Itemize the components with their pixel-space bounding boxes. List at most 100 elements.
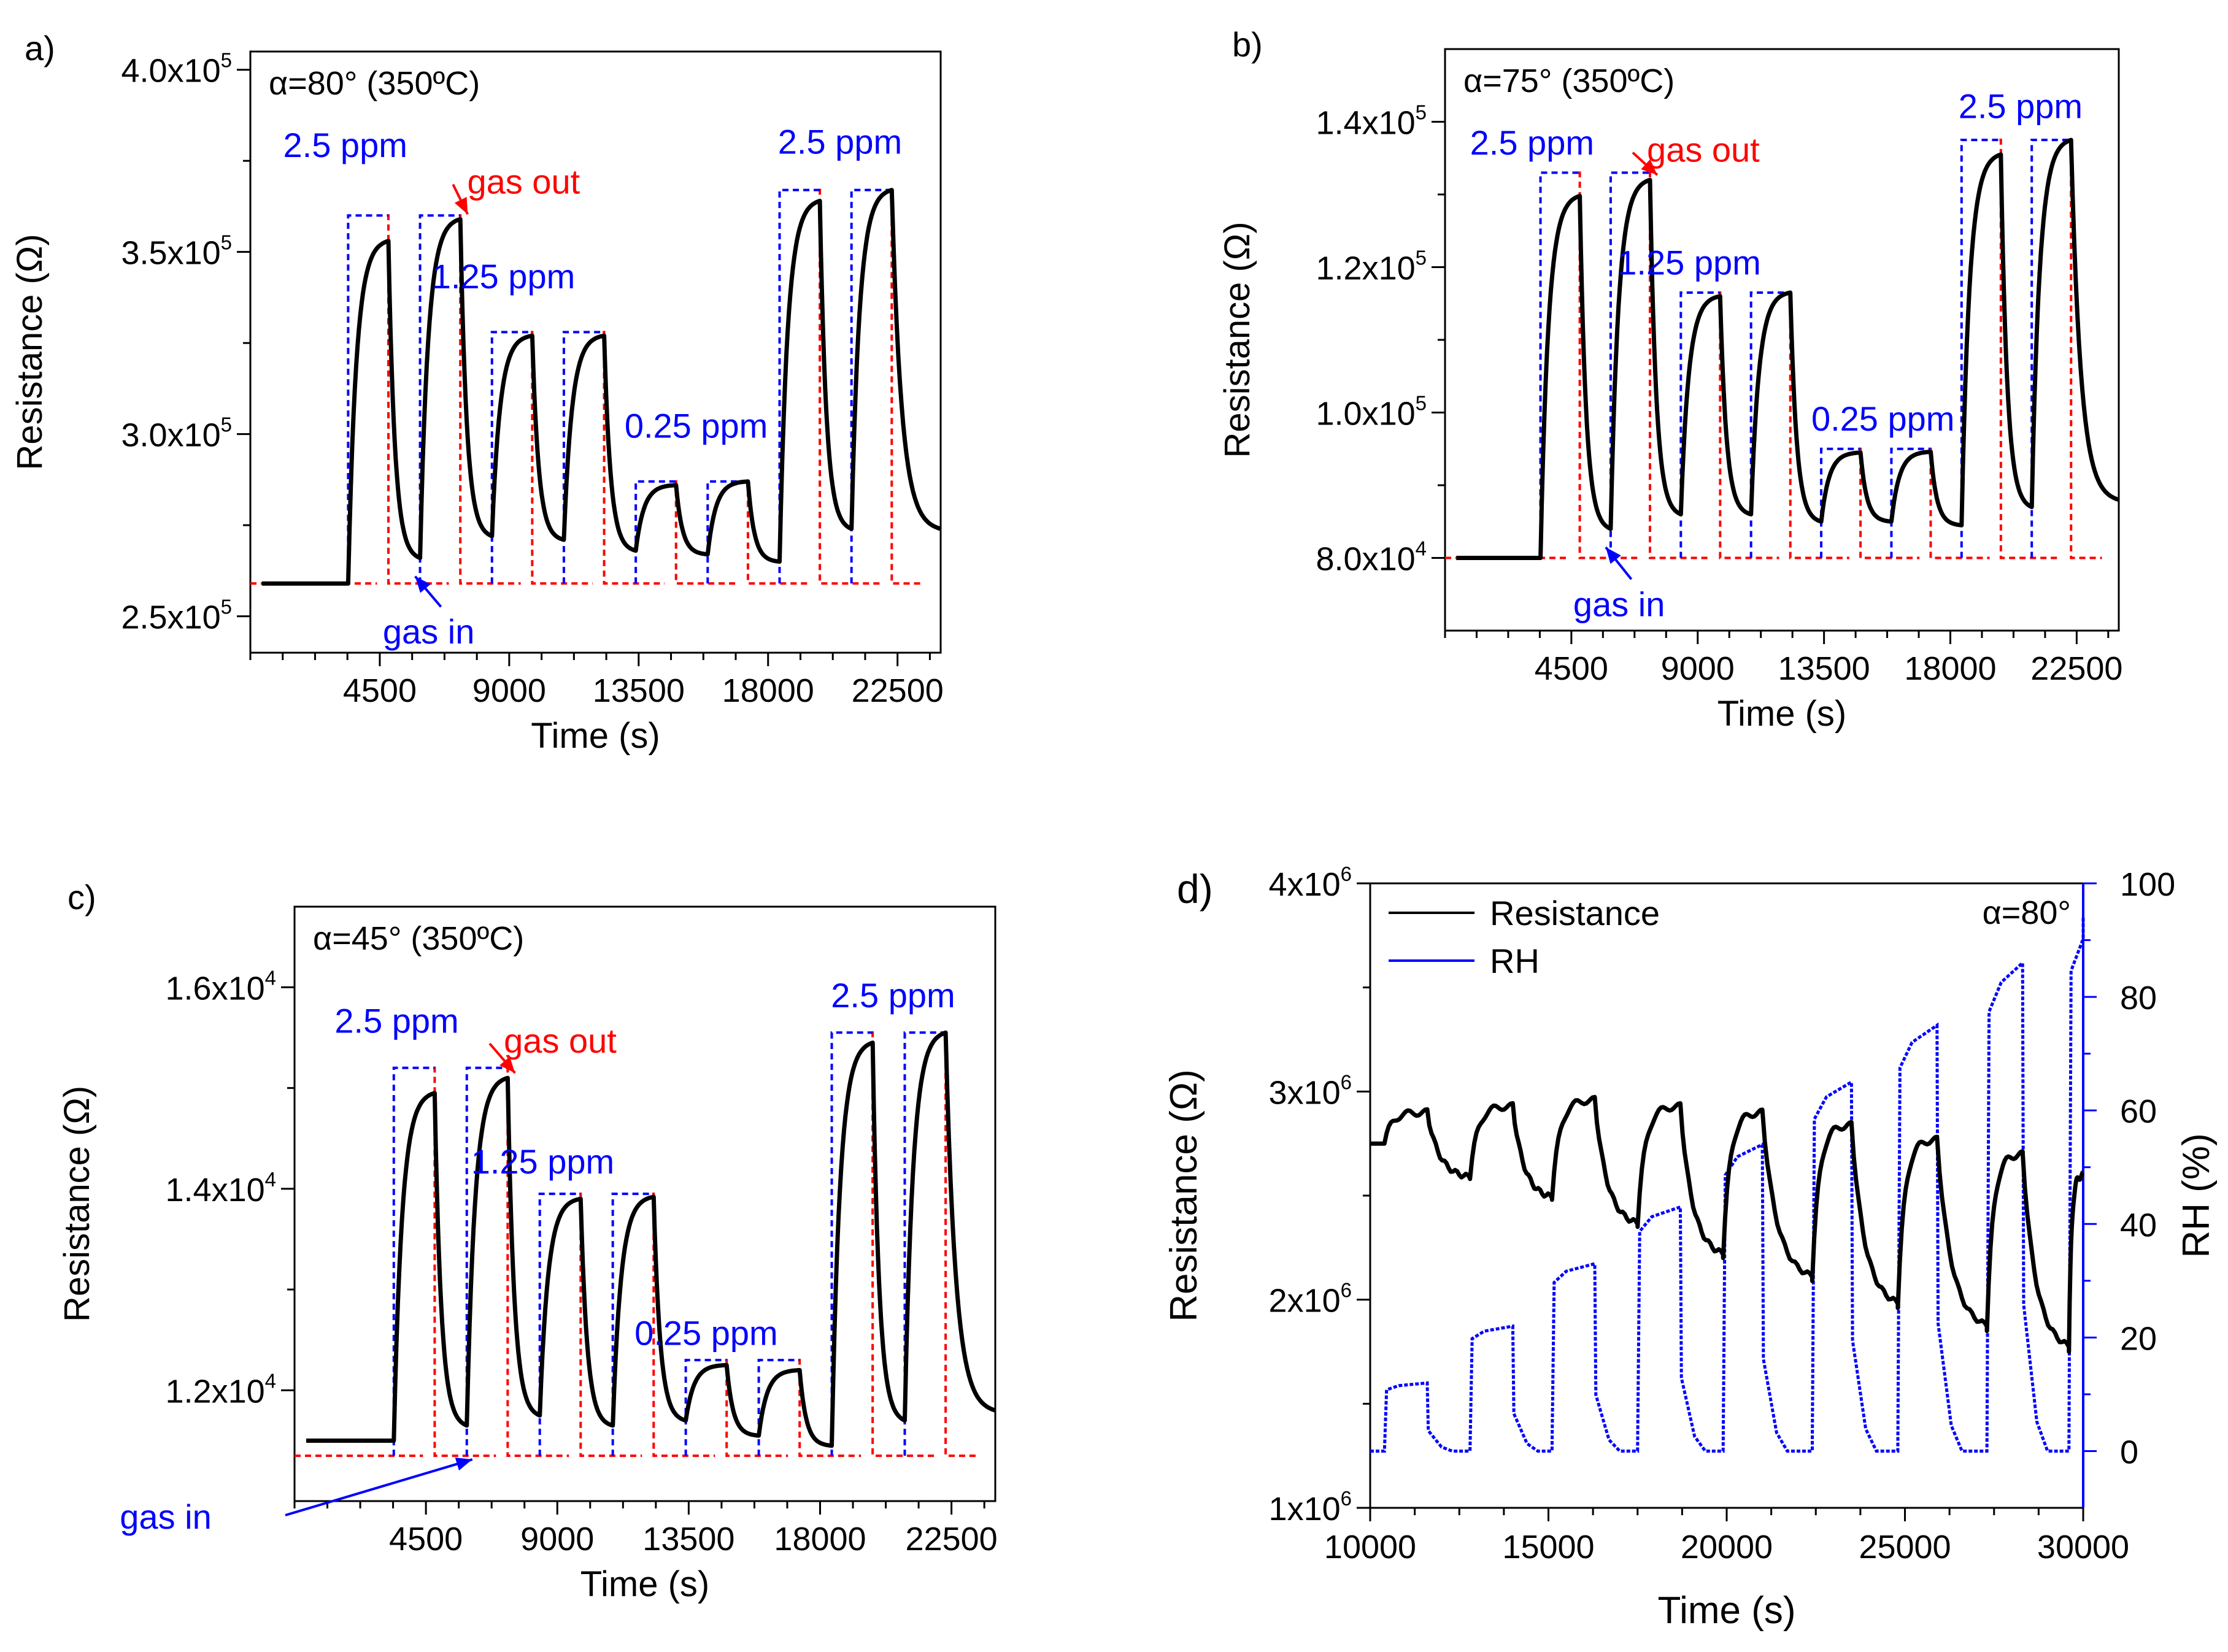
concentration-label: 2.5 ppm bbox=[831, 976, 955, 1015]
resistance-series bbox=[261, 188, 941, 586]
gas-in-arrow bbox=[285, 1458, 473, 1516]
y2-tick-label: 100 bbox=[2120, 866, 2175, 903]
y-tick-label: 1.4x105 bbox=[1316, 101, 1427, 142]
concentration-label: 0.25 ppm bbox=[634, 1313, 778, 1352]
gas-on-pulse bbox=[1539, 171, 1580, 558]
x-axis-label: Time (s) bbox=[531, 716, 660, 756]
gas-on-pulse bbox=[347, 214, 388, 584]
y-tick-label: 1.2x104 bbox=[166, 1369, 277, 1410]
x-tick-label: 4500 bbox=[343, 672, 417, 709]
x-axis-label: Time (s) bbox=[1658, 1589, 1796, 1632]
panel-label: a) bbox=[25, 29, 55, 67]
x-tick-label: 15000 bbox=[1502, 1529, 1594, 1566]
concentration-label: 2.5 ppm bbox=[778, 122, 902, 161]
gas-on-pulse bbox=[611, 1193, 654, 1456]
gas-on-pulse bbox=[1609, 171, 1650, 558]
gas-on-pulse bbox=[903, 1031, 946, 1456]
y2-tick-label: 20 bbox=[2120, 1320, 2157, 1357]
panel-title: α=45° (350ºC) bbox=[313, 920, 524, 957]
x-tick-label: 25000 bbox=[1859, 1529, 1951, 1566]
y-tick-label: 3.0x105 bbox=[121, 413, 233, 454]
panel-c: 4500 9000 13500 18000 22500 1.2x104 1.4x104 1.6… bbox=[57, 878, 998, 1604]
gas-out-arrowhead bbox=[1641, 159, 1657, 175]
panel-b: 4500 9000 13500 18000 22500 8.0x104 1.0x105 1.2… bbox=[1217, 25, 2122, 734]
panel-title: α=75° (350ºC) bbox=[1463, 63, 1675, 99]
concentration-label: 2.5 ppm bbox=[1470, 123, 1594, 162]
plot-frame bbox=[249, 50, 942, 654]
y-tick-label: 1.2x105 bbox=[1316, 247, 1427, 287]
x-tick-label: 9000 bbox=[1661, 650, 1735, 687]
gas-on-pulse bbox=[2030, 139, 2072, 558]
concentration-label: 2.5 ppm bbox=[1959, 87, 2083, 126]
gas-off-trace bbox=[1445, 139, 2102, 559]
y2-tick-label: 60 bbox=[2120, 1093, 2157, 1130]
y-tick-label: 8.0x104 bbox=[1316, 537, 1427, 578]
concentration-label: 1.25 ppm bbox=[1617, 243, 1761, 282]
concentration-label: 0.25 ppm bbox=[1811, 399, 1955, 438]
gas-off-trace bbox=[295, 1031, 978, 1458]
y-tick-label: 1x106 bbox=[1269, 1487, 1352, 1527]
plot-frame bbox=[293, 905, 996, 1502]
gas-out-label: gas out bbox=[1647, 131, 1760, 169]
gas-on-pulse bbox=[392, 1066, 435, 1456]
y-tick-label: 1.6x104 bbox=[166, 966, 277, 1007]
gas-in-arrowhead bbox=[455, 1457, 472, 1471]
y-axis-label: Resistance (Ω) bbox=[57, 1086, 97, 1322]
x-tick-label: 4500 bbox=[1535, 650, 1608, 687]
y2-axis-label: RH (%) bbox=[2175, 1133, 2218, 1258]
panel-label: b) bbox=[1232, 25, 1263, 64]
y-tick-label: 4.0x105 bbox=[121, 49, 233, 90]
x-tick-label: 4500 bbox=[389, 1521, 463, 1558]
gas-out-label: gas out bbox=[467, 163, 580, 201]
panel-d: 10000 15000 20000 25000 30000 1x106 2x106 3x106… bbox=[1163, 862, 2218, 1632]
resistance-series bbox=[306, 1030, 996, 1448]
gas-out-arrowhead bbox=[454, 197, 468, 215]
legend-rh-label: RH bbox=[1490, 942, 1540, 980]
gas-in-arrowhead bbox=[415, 576, 431, 593]
legend-resistance-label: Resistance bbox=[1490, 894, 1660, 932]
gas-on-pulse bbox=[465, 1066, 508, 1456]
x-tick-label: 18000 bbox=[774, 1521, 866, 1558]
resistance-series bbox=[1456, 137, 2120, 560]
y-axis-label: Resistance (Ω) bbox=[1163, 1069, 1205, 1322]
panel-title: α=80° (350ºC) bbox=[269, 65, 480, 102]
panel-label: d) bbox=[1177, 866, 1213, 912]
gas-on-pulse bbox=[684, 1359, 727, 1456]
x-axis-label: Time (s) bbox=[580, 1564, 709, 1604]
y2-tick-label: 80 bbox=[2120, 980, 2157, 1016]
concentration-label: 1.25 ppm bbox=[471, 1142, 615, 1181]
x-tick-label: 18000 bbox=[1904, 650, 1996, 687]
gas-on-pulse bbox=[778, 188, 820, 584]
x-tick-label: 13500 bbox=[1778, 650, 1870, 687]
x-axis-label: Time (s) bbox=[1717, 694, 1846, 734]
x-tick-label: 30000 bbox=[2037, 1529, 2129, 1566]
concentration-label: 2.5 ppm bbox=[334, 1001, 458, 1040]
gas-in-label: gas in bbox=[120, 1497, 211, 1536]
rh-series bbox=[1370, 917, 2085, 1453]
y-axis-label: Resistance (Ω) bbox=[1217, 221, 1257, 458]
y-tick-label: 1.0x105 bbox=[1316, 392, 1427, 432]
concentration-label: 2.5 ppm bbox=[283, 126, 407, 164]
x-tick-label: 22500 bbox=[906, 1521, 998, 1558]
y-tick-label: 3.5x105 bbox=[121, 231, 233, 272]
x-tick-label: 10000 bbox=[1324, 1529, 1416, 1566]
y-axis-label: Resistance (Ω) bbox=[10, 234, 50, 470]
panel-a: 4500 9000 13500 18000 22500 2.5x105 3.0x105 3.5… bbox=[10, 29, 944, 756]
x-tick-label: 13500 bbox=[593, 672, 685, 709]
resistance-series bbox=[1370, 1094, 2085, 1354]
gas-in-arrowhead bbox=[1605, 547, 1621, 564]
y-tick-label: 2x106 bbox=[1269, 1279, 1352, 1320]
gas-in-label: gas in bbox=[383, 612, 474, 651]
gas-on-pulse bbox=[1960, 139, 2001, 558]
x-tick-label: 22500 bbox=[2030, 650, 2122, 687]
concentration-label: 0.25 ppm bbox=[625, 407, 768, 445]
panel-label: c) bbox=[67, 878, 96, 916]
gas-out-label: gas out bbox=[504, 1021, 617, 1060]
x-tick-label: 20000 bbox=[1681, 1529, 1773, 1566]
x-tick-label: 18000 bbox=[722, 672, 814, 709]
y-tick-label: 3x106 bbox=[1269, 1070, 1352, 1111]
gas-on-pulse bbox=[830, 1031, 873, 1456]
gas-out-arrowhead bbox=[499, 1056, 515, 1074]
